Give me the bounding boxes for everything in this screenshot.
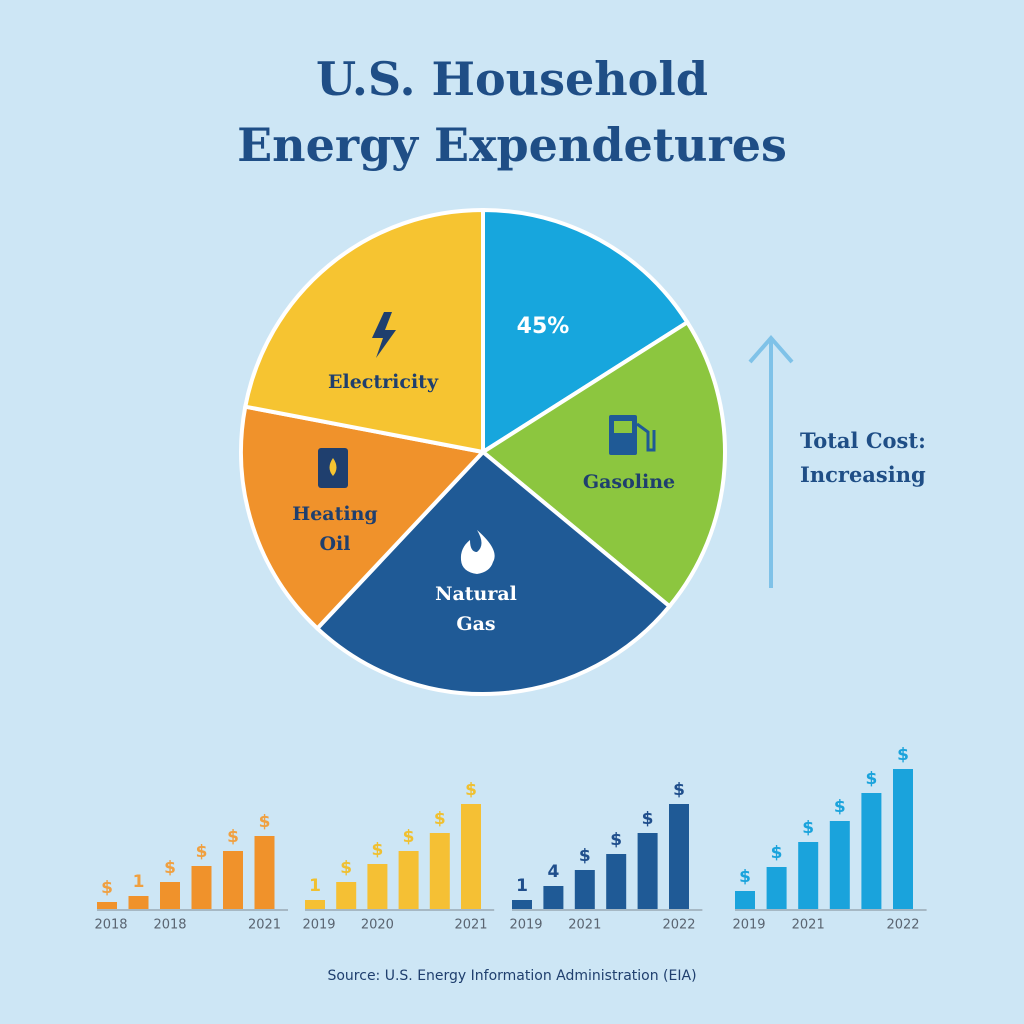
x-tick-label: 2019 bbox=[732, 918, 765, 933]
bar bbox=[735, 891, 755, 909]
pump-window bbox=[614, 421, 632, 433]
slice-label: Heating Oil bbox=[292, 503, 378, 555]
x-tick-label: 2018 bbox=[94, 918, 127, 933]
bar bbox=[254, 836, 275, 909]
bar bbox=[128, 896, 149, 909]
flame-icon bbox=[460, 530, 495, 574]
bar bbox=[669, 804, 689, 909]
bar-label: $ bbox=[673, 780, 685, 800]
x-tick-label: 2022 bbox=[662, 918, 695, 933]
bar bbox=[637, 833, 658, 909]
pie-slice bbox=[239, 404, 487, 632]
bar bbox=[223, 851, 243, 909]
bar-label: $ bbox=[434, 809, 446, 829]
pie-slice bbox=[314, 449, 673, 696]
oil-drop bbox=[329, 458, 337, 476]
bar bbox=[512, 900, 532, 909]
bar-label: $ bbox=[579, 846, 591, 866]
x-tick-label: 2021 bbox=[568, 918, 601, 933]
bar-label: $ bbox=[227, 827, 239, 847]
bar bbox=[861, 793, 882, 909]
bar-label: $ bbox=[802, 818, 814, 838]
x-tick-label: 2020 bbox=[361, 918, 394, 933]
source: Source: U.S. Energy Information Administ… bbox=[327, 968, 697, 984]
x-tick-label: 2019 bbox=[509, 918, 542, 933]
x-tick-label: 2019 bbox=[302, 918, 335, 933]
bar-label: $ bbox=[771, 843, 783, 863]
bar bbox=[336, 882, 357, 909]
bar-label: $ bbox=[642, 809, 654, 829]
bar-label: 4 bbox=[547, 862, 559, 882]
bar-label: $ bbox=[465, 780, 477, 800]
bar bbox=[160, 882, 180, 909]
bar bbox=[305, 900, 325, 909]
bar-charts: $2018 1 $2018 $ $ $2021 1 2019 $ $2020 $ $ $2021 1 201… bbox=[94, 745, 927, 933]
bar bbox=[191, 866, 212, 909]
pie-slice bbox=[242, 207, 485, 455]
x-tick-label: 2021 bbox=[248, 918, 281, 933]
bar bbox=[398, 851, 419, 909]
bar-label: $ bbox=[196, 842, 208, 862]
bar bbox=[893, 769, 913, 909]
bar bbox=[543, 886, 564, 909]
x-tick-label: 2021 bbox=[792, 918, 825, 933]
bar bbox=[367, 864, 388, 909]
bar-label: $ bbox=[259, 812, 271, 832]
bar-label: $ bbox=[739, 867, 751, 887]
pie bbox=[239, 207, 727, 696]
arrow-head bbox=[748, 334, 794, 364]
slice-label: Electricity bbox=[328, 371, 438, 393]
slice-annotation: 45% bbox=[516, 314, 570, 339]
bar bbox=[97, 902, 117, 909]
bar bbox=[574, 870, 595, 909]
bar bbox=[798, 842, 819, 909]
bar-label: $ bbox=[403, 827, 415, 847]
bar-label: 1 bbox=[309, 876, 321, 896]
slice-label: Gasoline bbox=[582, 471, 676, 493]
bar-label: 1 bbox=[133, 872, 145, 892]
slice-label: Natural Gas bbox=[435, 583, 517, 635]
bar-label: $ bbox=[865, 769, 877, 789]
bar-label: $ bbox=[371, 840, 383, 860]
x-tick-label: 2018 bbox=[153, 918, 186, 933]
title-line: U.S. Household bbox=[315, 52, 709, 106]
side-annotation: Total Cost: bbox=[800, 428, 926, 453]
bar-label: $ bbox=[834, 797, 846, 817]
bar-label: $ bbox=[340, 858, 352, 878]
bar bbox=[829, 821, 850, 909]
pie-slice bbox=[479, 319, 727, 610]
bar bbox=[461, 804, 481, 909]
bar-label: $ bbox=[101, 878, 113, 898]
bar-label: 1 bbox=[516, 876, 528, 896]
bar-label: $ bbox=[610, 830, 622, 850]
bar-label: $ bbox=[897, 745, 909, 765]
bar bbox=[606, 854, 627, 909]
bar-label: $ bbox=[164, 858, 176, 878]
title-line: Energy Expendetures bbox=[237, 118, 787, 172]
x-tick-label: 2021 bbox=[454, 918, 487, 933]
pie-slice bbox=[481, 207, 691, 456]
lightning-icon bbox=[372, 312, 396, 358]
side-annotation: Increasing bbox=[800, 462, 926, 487]
icons bbox=[318, 312, 794, 588]
pump-hose bbox=[636, 422, 656, 452]
bar bbox=[766, 867, 787, 909]
bar bbox=[429, 833, 450, 909]
x-tick-label: 2022 bbox=[886, 918, 919, 933]
